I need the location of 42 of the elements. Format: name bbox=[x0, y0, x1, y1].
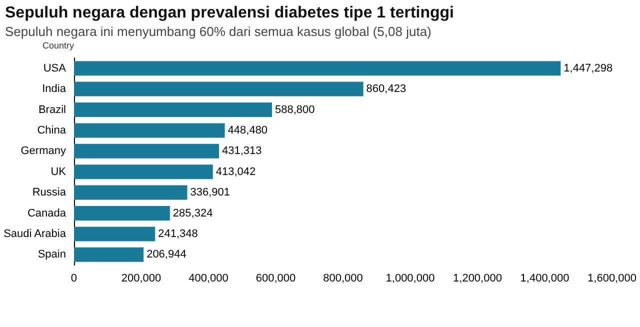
data-label: 860,423 bbox=[366, 83, 406, 96]
data-label: 285,324 bbox=[172, 207, 213, 220]
x-tick-label: 0 bbox=[70, 272, 78, 284]
y-tick-label: China bbox=[37, 124, 67, 136]
bar bbox=[74, 164, 213, 180]
bar bbox=[74, 226, 156, 242]
data-label: 241,348 bbox=[158, 228, 198, 240]
chart-subtitle: Sepuluh negara ini menyumbang 60% dari semua kasus global (5,08 juta) bbox=[5, 24, 432, 39]
bar bbox=[74, 247, 144, 262]
y-tick-label: UK bbox=[50, 166, 67, 178]
bar bbox=[74, 82, 364, 96]
x-tick-label: 1,000,000 bbox=[386, 272, 435, 284]
y-tick-label: USA bbox=[43, 62, 67, 74]
y-axis-title: Country bbox=[42, 40, 74, 50]
x-tick-label: 400,000 bbox=[188, 272, 228, 284]
x-tick-label: 1,400,000 bbox=[520, 272, 570, 284]
bar bbox=[74, 185, 188, 200]
x-tick-label: 800,000 bbox=[323, 272, 363, 284]
x-tick-label: 600,000 bbox=[256, 272, 296, 284]
y-tick-label: Brazil bbox=[38, 104, 66, 116]
y-tick-label: India bbox=[42, 83, 67, 96]
bar bbox=[74, 61, 561, 76]
data-label: 413,042 bbox=[216, 166, 256, 178]
bar bbox=[74, 144, 220, 158]
y-tick-label: Germany bbox=[20, 145, 66, 158]
bar bbox=[74, 123, 225, 138]
y-tick-label: Russia bbox=[32, 186, 67, 199]
x-tick-label: 200,000 bbox=[121, 272, 162, 284]
chart-title: Sepuluh negara dengan prevalensi diabetes tipe 1 tertinggi bbox=[5, 4, 454, 22]
bar bbox=[74, 206, 170, 220]
x-tick-label: 1,600,000 bbox=[588, 272, 636, 284]
data-label: 588,800 bbox=[274, 104, 315, 116]
data-label: 431,313 bbox=[222, 145, 262, 158]
data-label: 448,480 bbox=[228, 124, 268, 136]
bar bbox=[74, 102, 272, 117]
y-tick-label: Spain bbox=[38, 248, 66, 261]
data-label: 336,901 bbox=[190, 186, 230, 199]
y-tick-label: Saudi Arabia bbox=[4, 228, 67, 240]
x-tick-label: 1,200,000 bbox=[453, 272, 502, 284]
data-label: 206,944 bbox=[146, 248, 186, 261]
y-tick-label: Canada bbox=[27, 207, 67, 220]
data-label: 1,447,298 bbox=[564, 62, 613, 74]
